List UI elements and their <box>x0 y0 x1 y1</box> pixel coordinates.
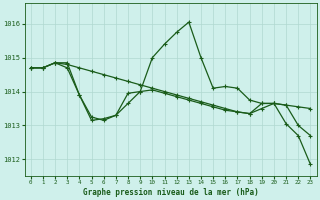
X-axis label: Graphe pression niveau de la mer (hPa): Graphe pression niveau de la mer (hPa) <box>83 188 259 197</box>
